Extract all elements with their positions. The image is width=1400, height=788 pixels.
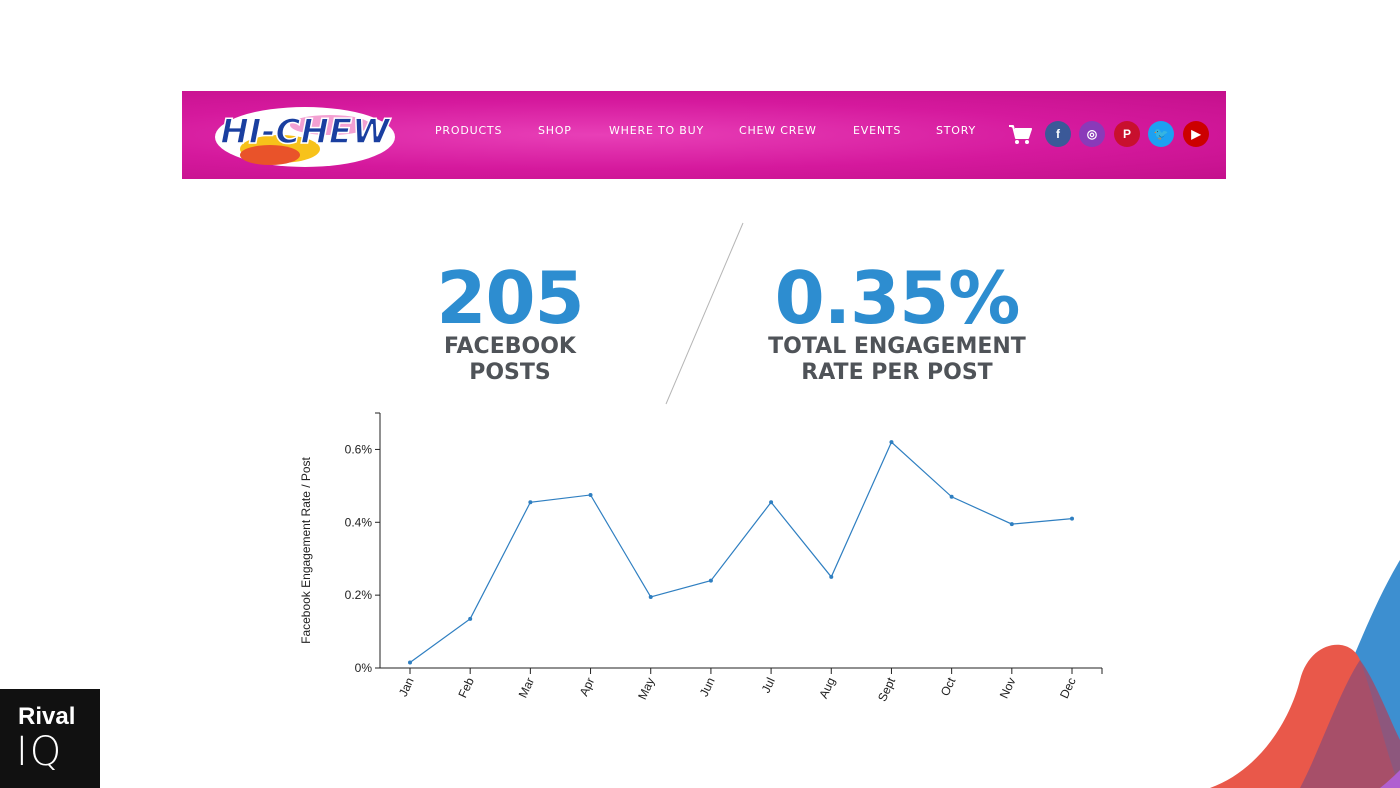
data-point-nov (1009, 522, 1014, 527)
decorative-waves (1210, 560, 1400, 788)
x-tick-label: Mar (516, 675, 537, 700)
engagement-stat: 0.35% TOTAL ENGAGEMENT RATE PER POST (757, 262, 1037, 386)
engagement-label: TOTAL ENGAGEMENT RATE PER POST (768, 334, 1026, 385)
rival-iq-logo: Rival IQ (0, 689, 100, 788)
data-point-jun (708, 578, 713, 583)
instagram-icon[interactable]: ◎ (1079, 121, 1105, 147)
hichew-header-banner: HI-CHEW PRODUCTS SHOP WHERE TO BUY CHEW … (182, 91, 1226, 179)
engagement-value: 0.35% (774, 256, 1021, 340)
nav-chew-crew[interactable]: CHEW CREW (739, 124, 817, 137)
nav-products[interactable]: PRODUCTS (435, 124, 503, 137)
engagement-line-chart: 0% 0.2% 0.4% 0.6% Jan Feb Mar Apr May Jun Jul Aug Se… (299, 412, 1103, 704)
data-point-oct (949, 494, 954, 499)
nav-story[interactable]: STORY (936, 124, 977, 137)
y-tick-label: 0.6% (345, 442, 373, 456)
twitter-icon[interactable]: 🐦 (1148, 121, 1174, 147)
data-point-jan (408, 660, 412, 665)
hichew-logo-graphic: HI-CHEW (215, 107, 395, 167)
x-tick-label: Feb (455, 675, 477, 700)
nav-shop[interactable]: SHOP (538, 124, 572, 137)
y-tick-label: 0.4% (345, 515, 373, 529)
posts-stat: 205 FACEBOOK POSTS (400, 262, 620, 386)
x-tick-label: Jun (697, 675, 718, 698)
nav-where-to-buy[interactable]: WHERE TO BUY (609, 124, 704, 137)
x-tick-label: Jul (759, 675, 778, 695)
data-point-may (648, 594, 653, 599)
data-point-dec (1070, 516, 1074, 521)
rival-iq-text-rival: Rival (18, 703, 76, 730)
logo-text: HI-CHEW (220, 112, 391, 152)
x-tick-label: Oct (938, 675, 959, 698)
x-tick-label: Nov (997, 675, 1019, 700)
y-tick-label: 0% (355, 661, 373, 675)
x-tick-label: Sept (875, 675, 898, 704)
facebook-icon[interactable]: f (1045, 121, 1071, 147)
posts-value: 205 (436, 256, 584, 340)
data-point-apr (588, 492, 593, 497)
rival-iq-text-iq: IQ (16, 729, 64, 775)
data-point-aug (829, 574, 834, 579)
data-point-sept (889, 440, 894, 445)
y-axis-label: Facebook Engagement Rate / Post (299, 456, 313, 643)
x-tick-label: Dec (1057, 675, 1079, 700)
pinterest-icon[interactable]: P (1114, 121, 1140, 147)
shopping-cart-icon[interactable] (1008, 124, 1032, 146)
x-tick-label: Jan (396, 675, 417, 698)
data-point-feb (468, 616, 473, 621)
y-tick-label: 0.2% (345, 588, 373, 602)
x-tick-label: May (635, 675, 657, 701)
data-point-jul (769, 500, 774, 505)
x-tick-label: Apr (577, 675, 598, 698)
posts-label: FACEBOOK POSTS (444, 334, 576, 385)
x-tick-label: Aug (816, 675, 838, 700)
youtube-icon[interactable]: ▶ (1183, 121, 1209, 147)
data-point-mar (528, 500, 533, 505)
engagement-series-line (409, 441, 1073, 664)
nav-events[interactable]: EVENTS (853, 124, 902, 137)
hichew-logo[interactable]: HI-CHEW (210, 103, 400, 167)
